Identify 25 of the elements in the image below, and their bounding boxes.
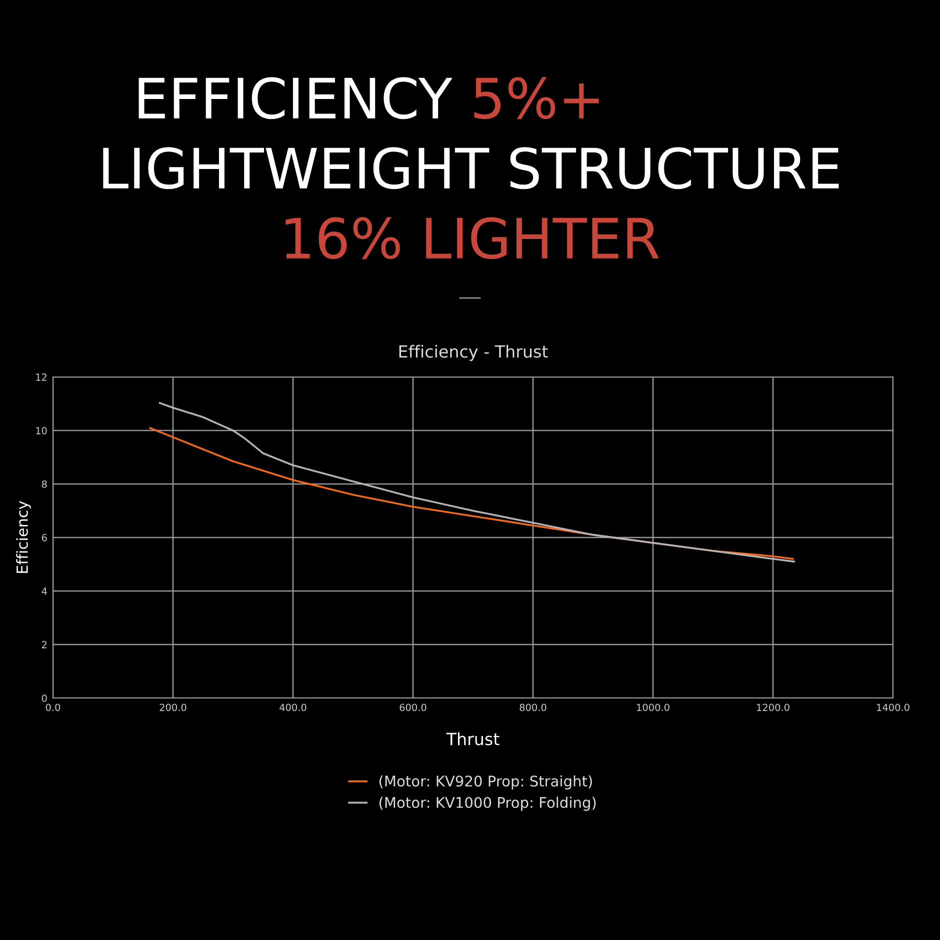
x-tick-label: 1000.0 [637,704,670,712]
x-tick-label: 200.0 [160,704,186,712]
y-tick-label: 8 [42,480,47,488]
y-tick-label: 12 [36,373,46,381]
legend-label: (Motor: KV1000 Prop: Folding) [379,796,596,811]
y-tick-label: 6 [42,534,47,542]
y-tick-label: 10 [36,426,47,434]
y-tick-label: 4 [42,588,47,595]
text: EFFICIENCY [138,77,452,120]
x-tick-label: 800.0 [520,704,546,712]
y-tick-label: 2 [42,640,46,648]
y-axis-title: Efficiency [16,501,31,573]
legend-label: (Motor: KV920 Prop: Straight) [379,775,592,790]
line-series [158,402,795,562]
x-tick-label: 1400.0 [877,704,910,712]
x-axis-title: Thrust [446,732,500,746]
x-tick-label: 0.0 [46,704,60,712]
x-tick-label: 400.0 [280,704,306,712]
text: LIGHTWEIGHT STRUCTURE [103,147,839,190]
x-tick-label: 600.0 [400,704,426,712]
x-tick-label: 1200.0 [757,704,790,712]
chart-title: Efficiency - Thrust [399,344,548,362]
y-tick-label: 0 [42,694,47,702]
text: 5%+ [474,77,599,120]
text: 16% LIGHTER [286,217,659,260]
